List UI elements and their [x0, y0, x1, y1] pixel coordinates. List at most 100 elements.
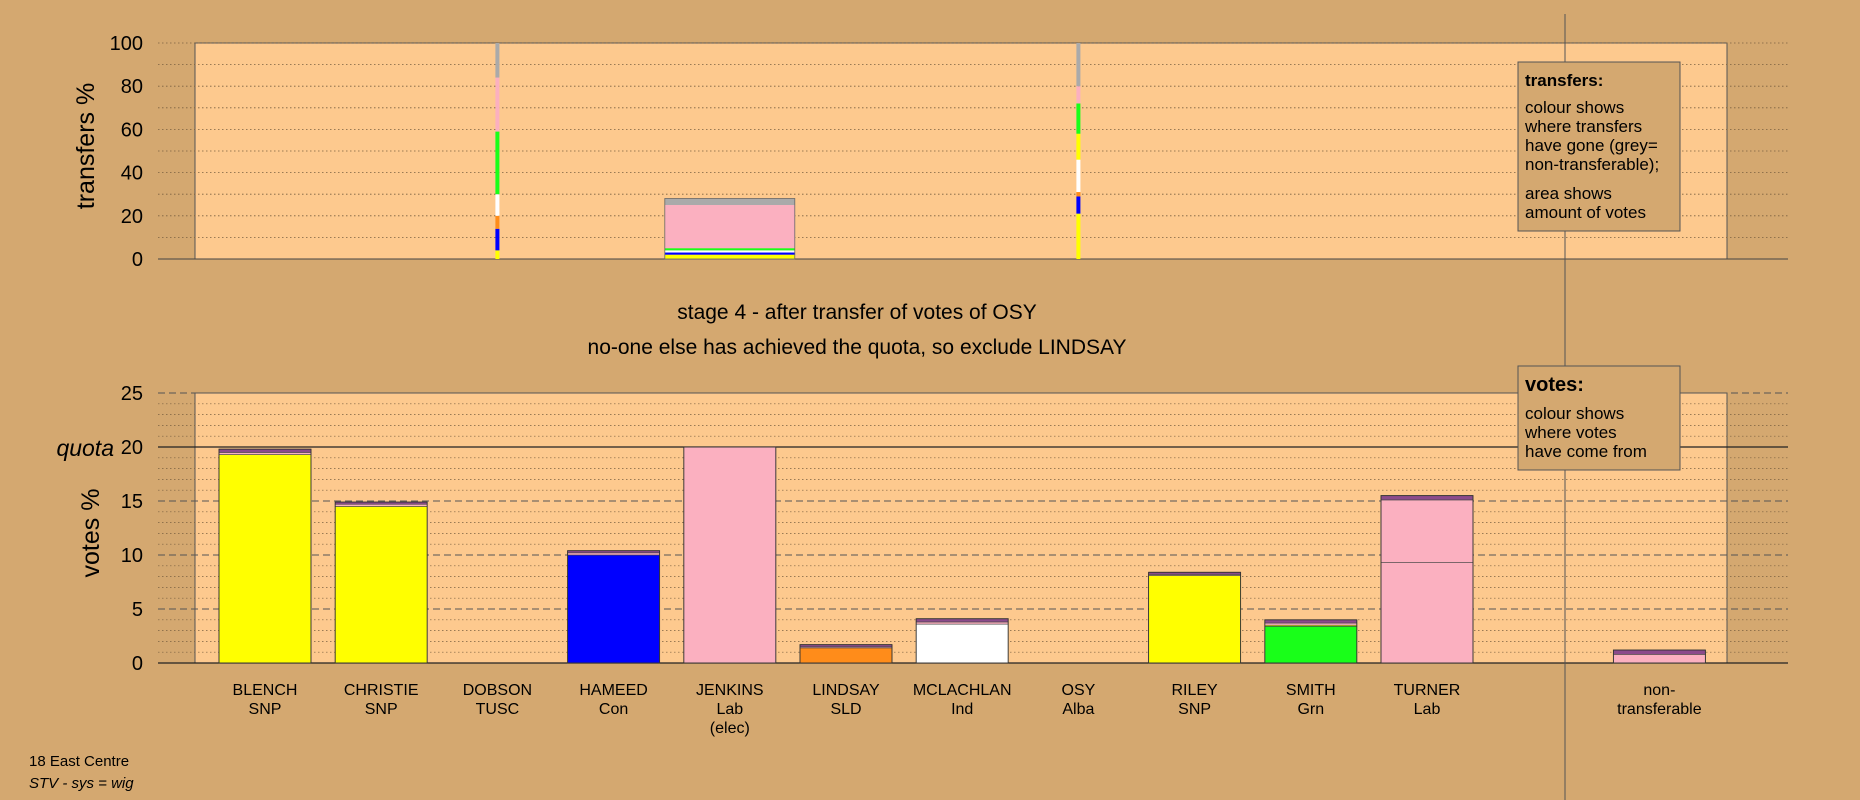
candidate-label: HAMEED: [579, 682, 647, 699]
footer-area-name: 18 East Centre: [29, 753, 129, 770]
transfer-segment: [1076, 86, 1081, 104]
transfer-segment: [495, 228, 500, 251]
transfer-segment: [495, 215, 500, 229]
transfers-axis-label: transfers %: [72, 83, 100, 209]
category-labels: BLENCH SNP CHRISTIE SNP DOBSON TUSC HAMEED Con J…: [233, 682, 1702, 737]
transfer-segment: [1076, 103, 1081, 134]
stage-title: stage 4 - after transfer of votes of OSY: [677, 301, 1037, 324]
votes-axis-label: votes %: [77, 489, 105, 578]
transfer-segment: [1076, 196, 1081, 214]
candidate-label: BLENCH: [233, 682, 298, 699]
votes-legend-line: where votes: [1524, 423, 1617, 442]
vote-segment: [218, 452, 312, 455]
votes-legend-box: [1517, 365, 1681, 471]
candidate-label: SNP: [365, 701, 398, 718]
transfers-legend-title: transfers:: [1525, 71, 1603, 90]
vote-segment: [334, 506, 428, 664]
vote-segment: [218, 448, 312, 453]
vote-segment: [915, 621, 1009, 625]
candidate-label: (elec): [710, 720, 750, 737]
transfers-plot-area: [194, 42, 1728, 260]
votes-tick-label: 0: [132, 653, 143, 675]
tick-labels: 0 20 40 60 80 100 0 5 10 15 20 25: [110, 33, 143, 675]
vote-segment: [915, 618, 1009, 623]
transfer-segment: [664, 248, 795, 251]
vote-bar: [1612, 649, 1706, 664]
footer-system: STV - sys = wig: [29, 775, 134, 792]
votes-tick-label: 15: [121, 491, 143, 513]
transfers-tick-label: 100: [110, 33, 143, 55]
vote-segment: [218, 454, 312, 664]
candidate-label: DOBSON: [463, 682, 532, 699]
vote-segment: [567, 552, 660, 556]
vote-bar: [218, 448, 312, 664]
transfers-tick-label: 0: [132, 249, 143, 271]
candidate-label: Ind: [951, 701, 973, 718]
candidate-label: TURNER: [1394, 682, 1461, 699]
transfers-tick-label: 80: [121, 76, 143, 98]
candidate-label: Lab: [716, 701, 743, 718]
votes-tick-label: 10: [121, 545, 143, 567]
vote-bar: [799, 644, 893, 664]
vote-bar: [1264, 619, 1358, 664]
transfer-segment: [1076, 159, 1081, 193]
transfer-segment: [1076, 213, 1081, 259]
transfers-tick-label: 40: [121, 163, 143, 185]
votes-legend-title: votes:: [1525, 374, 1584, 396]
transfer-segment: [495, 194, 500, 216]
transfers-legend: transfers: colour shows where transfers …: [1517, 61, 1681, 232]
candidate-label: MCLACHLAN: [913, 682, 1012, 699]
vote-segment: [1380, 499, 1474, 563]
candidate-label: RILEY: [1171, 682, 1218, 699]
vote-bar: [567, 550, 661, 664]
vote-segment: [1264, 622, 1358, 626]
vote-segment: [915, 623, 1009, 664]
vote-segment: [1613, 654, 1706, 664]
transfer-segment: [664, 205, 795, 249]
transfers-tick-label: 60: [121, 119, 143, 141]
transfer-segment: [1076, 192, 1081, 197]
candidate-label: transferable: [1617, 701, 1702, 718]
candidate-label: CHRISTIE: [344, 682, 419, 699]
vote-segment: [683, 446, 777, 664]
votes-legend-line: have come from: [1525, 442, 1647, 461]
transfers-legend-line: non-transferable);: [1525, 155, 1659, 174]
vote-bar: [683, 446, 777, 664]
grid-lines: [158, 42, 1788, 664]
transfer-segment: [495, 131, 500, 195]
candidate-label: Grn: [1297, 701, 1324, 718]
vote-bar: [334, 501, 428, 664]
transfers-legend-line: area shows: [1525, 184, 1612, 203]
candidate-label: TUSC: [476, 701, 520, 718]
candidate-label: OSY: [1062, 682, 1096, 699]
transfer-segment: [495, 77, 500, 132]
transfers-legend-line: colour shows: [1525, 98, 1624, 117]
stage-subtitle: no-one else has achieved the quota, so e…: [588, 336, 1127, 359]
candidate-label: SMITH: [1286, 682, 1336, 699]
votes-legend: votes: colour shows where votes have com…: [1517, 365, 1681, 471]
vote-segment: [1380, 562, 1474, 664]
vote-bar: [915, 618, 1009, 664]
votes-legend-line: colour shows: [1525, 404, 1624, 423]
transfer-segment: [495, 43, 500, 78]
quota-label: quota: [56, 435, 114, 461]
transfer-segment: [1076, 133, 1081, 160]
votes-tick-label: 25: [121, 383, 143, 405]
vote-segment: [1613, 649, 1706, 655]
transfers-tick-label: 20: [121, 206, 143, 228]
candidate-label: SNP: [249, 701, 282, 718]
transfer-segment: [664, 254, 795, 259]
vote-bar: [1380, 495, 1474, 664]
vote-segment: [567, 554, 660, 664]
vote-segment: [1264, 619, 1358, 624]
bars: [218, 43, 1706, 664]
candidate-label: Lab: [1414, 701, 1441, 718]
votes-tick-label: 20: [121, 437, 143, 459]
vote-segment: [334, 503, 428, 507]
transfer-bar-outline: [664, 198, 796, 260]
candidate-label: LINDSAY: [812, 682, 880, 699]
transfers-legend-line: where transfers: [1524, 117, 1642, 136]
vote-segment: [1148, 575, 1241, 664]
candidate-label: Con: [599, 701, 628, 718]
